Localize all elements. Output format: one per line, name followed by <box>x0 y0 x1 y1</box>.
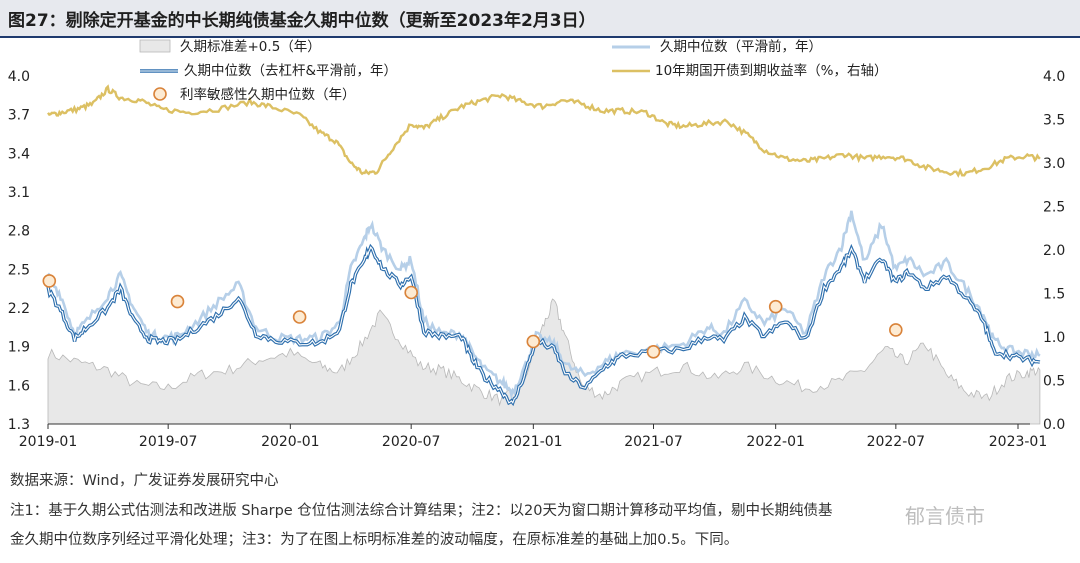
y-left-tick-2: 1.9 <box>8 340 30 356</box>
note-line-2: 金久期中位数序列经过平滑化处理；注3：为了在图上标明标准差的波动幅度，在原标准差… <box>10 532 739 548</box>
y-right-tick-4: 2.0 <box>1043 243 1065 259</box>
sensitivity-point-0 <box>42 274 57 288</box>
std-area <box>47 298 1041 425</box>
chart-canvas: 1.3 1.6 1.9 2.2 2.5 2.8 3.1 3.4 3.7 4.0 0.0 0.5 1.0 1… <box>8 38 1066 450</box>
x-tick-6: 2022-01 <box>746 434 805 450</box>
sensitivity-point-6 <box>768 299 783 314</box>
x-tick-2: 2020-01 <box>261 434 320 450</box>
y-left-tick-4: 2.5 <box>8 262 30 278</box>
x-tick-1: 2019-07 <box>139 434 198 450</box>
sensitivity-point-7 <box>888 323 903 337</box>
legend-swatch-std <box>139 39 171 53</box>
legend-label-std: 久期标准差+0.5（年） <box>180 39 321 55</box>
source-note: 数据来源：Wind，广发证券发展研究中心 <box>10 473 279 489</box>
x-tick-5: 2021-07 <box>624 434 683 450</box>
x-tick-8: 2023-01 <box>989 434 1048 450</box>
smoothed-line-core <box>47 246 1041 404</box>
sensitivity-point-2 <box>292 310 307 324</box>
legend-swatch-sensitivity <box>153 87 167 101</box>
y-right-tick-2: 1.0 <box>1043 330 1065 346</box>
chart-title: 图27：剔除定开基金的中长期纯债基金久期中位数（更新至2023年2月3日） <box>8 11 596 31</box>
sensitivity-point-3 <box>404 285 419 300</box>
note-line-1: 注1：基于久期公式估测法和改进版 Sharpe 仓位估测法综合计算结果；注2：以… <box>10 503 833 519</box>
y-left-tick-7: 3.4 <box>8 146 30 162</box>
y-left-tick-5: 2.8 <box>8 224 30 240</box>
legend-label-yield: 10年期国开债到期收益率（%，右轴） <box>655 62 888 79</box>
y-right-tick-5: 2.5 <box>1043 200 1065 216</box>
y-right-tick-1: 0.5 <box>1043 374 1065 390</box>
x-tick-0: 2019-01 <box>19 434 78 450</box>
title-band <box>0 0 1080 38</box>
y-left-tick-1: 1.6 <box>8 378 30 394</box>
y-right-tick-3: 1.5 <box>1043 287 1065 303</box>
legend-label-smoothed: 久期中位数（去杠杆&平滑前，年） <box>184 62 397 79</box>
unsmoothed-line <box>47 210 1041 400</box>
legend-label-unsmoothed: 久期中位数（平滑前，年） <box>660 38 822 55</box>
legend-label-sensitivity: 利率敏感性久期中位数（年） <box>180 86 356 103</box>
sensitivity-point-1 <box>170 294 185 309</box>
y-left-tick-6: 3.1 <box>8 185 30 201</box>
sensitivity-point-5 <box>646 344 661 359</box>
watermark: 郁言债市 <box>905 504 985 528</box>
y-left-tick-3: 2.2 <box>8 301 30 317</box>
x-tick-4: 2021-01 <box>504 434 563 450</box>
y-left-tick-9: 4.0 <box>8 69 30 85</box>
y-right-tick-0: 0.0 <box>1043 417 1065 433</box>
x-tick-7: 2022-07 <box>867 434 926 450</box>
y-left-tick-0: 1.3 <box>8 417 30 433</box>
y-right-tick-7: 3.5 <box>1043 113 1065 129</box>
yield-line <box>47 84 1041 178</box>
x-tick-3: 2020-07 <box>382 434 441 450</box>
sensitivity-point-4 <box>526 334 541 349</box>
y-left-tick-8: 3.7 <box>8 108 30 124</box>
y-right-tick-6: 3.0 <box>1043 156 1065 172</box>
y-right-tick-8: 4.0 <box>1043 69 1065 85</box>
